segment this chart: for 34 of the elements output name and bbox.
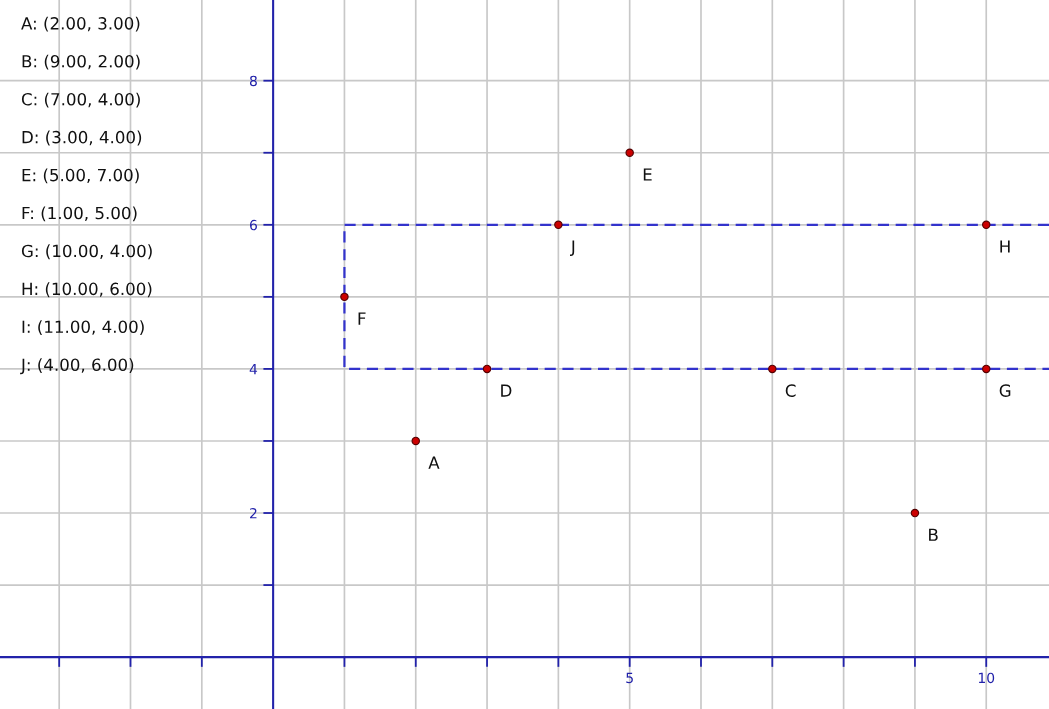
annotation: A: (2.00, 3.00): [21, 16, 140, 32]
y-tick-label: 4: [249, 364, 258, 375]
y-tick-label: 2: [250, 507, 257, 519]
x-tick-label: 10: [978, 672, 995, 684]
annotation: A: [428, 456, 440, 469]
point: [982, 364, 991, 374]
y-tick-label: 6: [249, 219, 257, 231]
point: [411, 436, 420, 446]
point: [340, 292, 349, 302]
annotation: G: [999, 384, 1011, 397]
annotation: B: [929, 528, 938, 541]
annotation: J: (4.00, 6.00): [20, 358, 134, 375]
point: [768, 364, 777, 374]
annotation: I: (11.00, 4.00): [22, 320, 144, 336]
x-tick-label: 5: [626, 672, 633, 684]
annotation: D: (3.00, 4.00): [22, 130, 142, 146]
point: [625, 148, 634, 157]
y-tick-label: 8: [249, 75, 257, 87]
annotation: E: (5.00, 7.00): [22, 168, 139, 184]
point: [910, 508, 920, 518]
annotation: C: (7.00, 4.00): [21, 92, 140, 108]
annotation: C: [785, 384, 796, 397]
point: [982, 220, 991, 230]
point: [554, 220, 563, 230]
annotation: G: (10.00, 4.00): [21, 244, 152, 260]
annotation: E: [643, 168, 652, 181]
annotation: H: [1000, 240, 1010, 253]
annotation: F: [358, 312, 366, 325]
annotation: F: (1.00, 5.00): [22, 206, 137, 222]
annotation: H: (10.00, 6.00): [22, 282, 152, 298]
annotation: J: [570, 240, 575, 256]
annotation: D: [501, 384, 512, 397]
point: [482, 364, 492, 374]
annotation: B: (9.00, 2.00): [22, 54, 140, 70]
